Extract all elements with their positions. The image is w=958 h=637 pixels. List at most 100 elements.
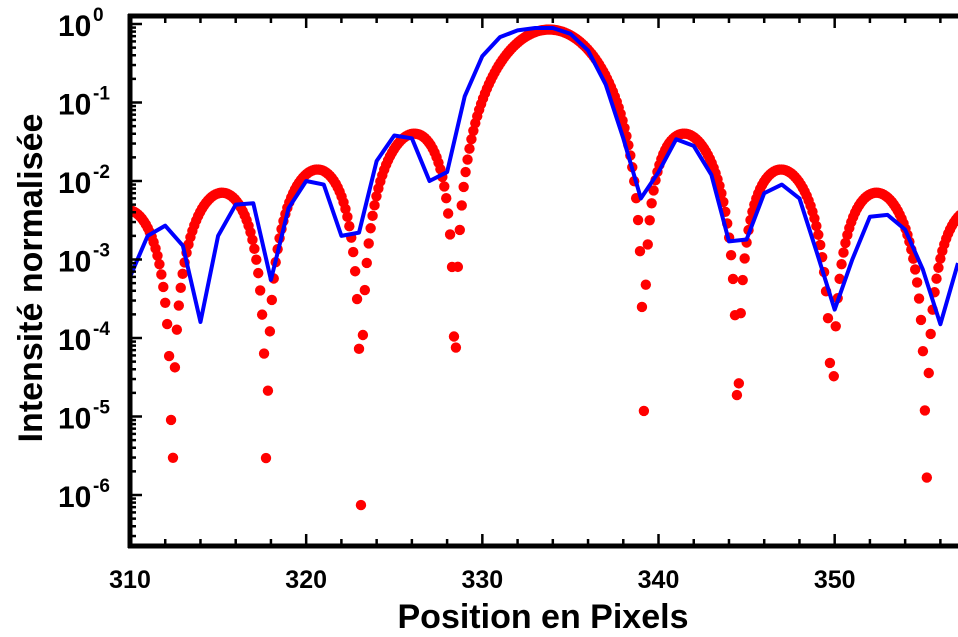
theory-point [249, 243, 260, 255]
y-tick-exponent: -2 [93, 162, 110, 183]
x-axis-title: Position en Pixels [398, 598, 689, 636]
theory-point [355, 499, 367, 511]
theory-point [165, 414, 177, 426]
theory-point [642, 239, 653, 250]
theory-point [369, 200, 380, 211]
theory-point [260, 452, 272, 464]
theory-point [435, 163, 446, 175]
theory-point [731, 389, 743, 401]
y-tick-label: 10 -2 [58, 162, 110, 200]
theory-point [464, 143, 475, 154]
theory-point [909, 264, 921, 275]
theory-point [921, 472, 933, 483]
theory-point [247, 234, 258, 246]
theory-point [836, 259, 847, 270]
theory-point [954, 210, 958, 221]
y-tick-exponent: -4 [93, 319, 110, 340]
theory-point [160, 297, 171, 308]
theory-point [638, 405, 650, 417]
y-tick-label: 10 0 [58, 5, 104, 43]
theory-point [344, 221, 355, 232]
theory-point [353, 343, 365, 355]
theory-point [349, 266, 361, 277]
theory-point [811, 220, 822, 232]
theory-point [348, 246, 359, 258]
x-tick-label: 340 [638, 566, 680, 594]
theory-point [371, 191, 382, 202]
y-tick-label: 10 -3 [58, 241, 110, 279]
theory-point [727, 273, 739, 285]
theory-point [933, 262, 944, 273]
theory-point [450, 342, 462, 353]
theory-point [154, 259, 165, 270]
theory-point [454, 224, 465, 236]
theory-point [441, 193, 452, 204]
y-tick-exponent: -1 [93, 84, 110, 105]
y-tick-base: 10 [58, 246, 91, 279]
y-tick-exponent: -6 [93, 476, 110, 497]
theory-point [834, 273, 845, 285]
theory-point [439, 181, 450, 192]
theory-point [840, 237, 851, 249]
theory-point [644, 215, 655, 226]
theory-point [648, 185, 659, 196]
theory-point [171, 324, 183, 335]
theory-point [167, 452, 179, 463]
theory-point [634, 245, 646, 257]
theory-point [253, 267, 264, 279]
theory-point [632, 214, 644, 226]
theory-point [919, 405, 931, 416]
y-tick-base: 10 [58, 403, 91, 436]
theory-point [830, 321, 841, 332]
theory-point [737, 274, 748, 286]
theory-point [640, 279, 652, 290]
x-tick-label: 330 [461, 566, 503, 594]
y-tick-base: 10 [58, 167, 91, 200]
y-tick-base: 10 [58, 89, 91, 122]
measured-line [130, 25, 958, 327]
theory-point [177, 268, 188, 280]
x-tick-label: 310 [109, 566, 151, 594]
theory-point [152, 250, 163, 261]
x-tick-label: 320 [285, 566, 327, 594]
theory-point [251, 254, 262, 265]
y-axis-title: Intensité normalisée [12, 114, 50, 443]
theory-point [254, 285, 266, 296]
theory-point [824, 357, 836, 369]
theory-point [342, 211, 353, 223]
theory-point [158, 281, 169, 293]
theory-point [256, 309, 268, 320]
y-tick-label: 10 -1 [58, 84, 110, 122]
theory-point [813, 229, 824, 240]
x-tick-labels: 310 320 330 340 350 [109, 566, 855, 594]
y-tick-base: 10 [58, 10, 91, 43]
theory-point [458, 181, 469, 193]
theory-point [161, 318, 173, 330]
y-tick-exponent: 0 [93, 5, 104, 26]
theory-point [351, 293, 363, 305]
theory-point [365, 223, 376, 234]
theory-point [462, 154, 473, 165]
measured-line-series [130, 25, 958, 327]
theory-point [739, 253, 750, 264]
theory-point [175, 282, 186, 294]
theory-point [359, 284, 371, 296]
theory-point [815, 239, 826, 251]
theory-point [925, 328, 936, 340]
theory-point [442, 208, 454, 219]
theory-point [931, 273, 942, 284]
theory-point [156, 269, 167, 280]
theory-point [733, 378, 745, 389]
theory-point [725, 250, 737, 261]
theory-point [923, 367, 934, 379]
theory-point [266, 294, 278, 306]
theory-point [264, 326, 276, 337]
theory-dotted-series [130, 24, 958, 511]
y-tick-exponent: -5 [93, 398, 110, 419]
y-tick-label: 10 -6 [58, 476, 110, 514]
theory-point [258, 348, 270, 359]
theory-point [460, 166, 471, 178]
theory-point [444, 229, 456, 240]
